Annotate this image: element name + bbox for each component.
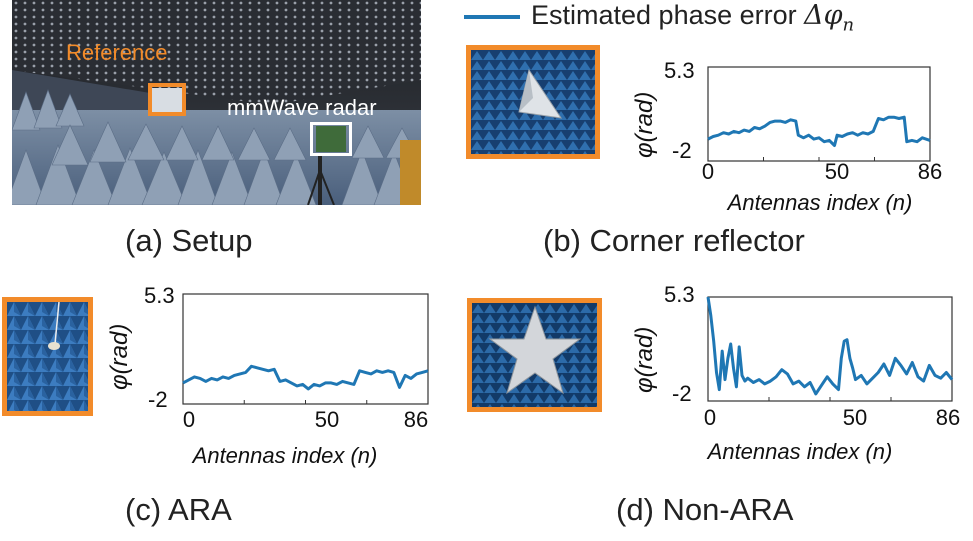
- plot-c-xtick-0: 0: [183, 407, 195, 432]
- plot-d-ylabel-symbol: φ: [631, 377, 658, 393]
- legend-symbol: Δφ: [804, 0, 843, 31]
- legend-subscript: n: [842, 14, 855, 36]
- svg-text:φ(rad): φ(rad): [631, 92, 658, 158]
- radar-box: [310, 122, 352, 156]
- plot-d-line: [706, 296, 954, 401]
- caption-a: (a) Setup: [125, 223, 253, 258]
- ara-image: [7, 302, 88, 411]
- corner-reflector-image: [471, 50, 595, 154]
- plot-c-ylabel-unit: (rad): [106, 324, 133, 375]
- plot-b-ylabel-unit: (rad): [631, 92, 658, 143]
- plot-d-xtick-0: 0: [704, 405, 716, 430]
- plot-c-ytick-bottom: -2: [148, 387, 168, 412]
- ara-photo: [2, 297, 93, 416]
- non-ara-photo: [467, 298, 602, 412]
- plot-corner-reflector: 5.3 -2 0 50 86 φ(rad) Antennas index (n): [631, 58, 942, 215]
- plot-b-xtick-86: 86: [918, 159, 942, 184]
- corner-reflector-photo: [466, 45, 600, 159]
- plot-c-xlabel: Antennas index (n): [191, 443, 378, 468]
- plot-c-ylabel: φ(rad): [106, 324, 133, 390]
- plot-c-line: [182, 364, 429, 404]
- legend-line-swatch: [464, 15, 520, 19]
- plot-d-xlabel: Antennas index (n): [706, 439, 893, 464]
- plot-c-ylabel-symbol: φ: [106, 374, 133, 390]
- reference-label: Reference: [66, 40, 168, 65]
- plot-non-ara: 5.3 -2 0 50 86 φ(rad) Antennas index (n): [631, 282, 960, 464]
- plot-b-ylabel-symbol: φ: [631, 142, 658, 158]
- plot-d-ylabel: φ(rad): [631, 327, 658, 393]
- plot-b-ylabel: φ(rad): [631, 92, 658, 158]
- phase-error-series-line: [707, 115, 931, 147]
- plot-d-xtick-86: 86: [936, 405, 960, 430]
- plot-d-ytick-bottom: -2: [672, 381, 692, 406]
- legend-label-text: Estimated phase error: [531, 0, 797, 30]
- svg-text:φ(rad): φ(rad): [631, 327, 658, 393]
- plot-d-axes-frame: [707, 296, 953, 402]
- plot-d-ytick-top: 5.3: [664, 282, 695, 307]
- plot-b-ytick-bottom: -2: [672, 138, 692, 163]
- legend: Estimated phase error Δφn: [464, 0, 969, 35]
- caption-b: (b) Corner reflector: [543, 223, 805, 258]
- phase-error-series-line: [706, 296, 954, 396]
- radar-label: mmWave radar: [227, 95, 377, 120]
- plot-b-line: [707, 115, 931, 161]
- plot-c-xtick-50: 50: [315, 407, 339, 432]
- plot-ara: 5.3 -2 0 50 86 φ(rad) Antennas index (n): [106, 283, 429, 468]
- plot-b-xlabel: Antennas index (n): [726, 190, 913, 215]
- phase-error-series-line: [182, 364, 429, 391]
- caption-c: (c) ARA: [125, 492, 232, 527]
- plot-c-xtick-86: 86: [404, 407, 428, 432]
- caption-d: (d) Non-ARA: [616, 492, 794, 527]
- plot-d-ylabel-unit: (rad): [631, 327, 658, 378]
- plot-b-axes-frame: [707, 66, 931, 162]
- plot-d-xtick-50: 50: [843, 405, 867, 430]
- plot-b-xtick-50: 50: [825, 159, 849, 184]
- setup-photo: Reference mmWave radar: [12, 0, 421, 205]
- plot-c-ytick-top: 5.3: [144, 283, 175, 308]
- plot-b-xtick-0: 0: [702, 159, 714, 184]
- legend-label: Estimated phase error Δφn: [531, 0, 854, 35]
- plot-b-ytick-top: 5.3: [664, 58, 695, 83]
- reference-box: [148, 83, 186, 116]
- non-ara-image: [472, 303, 597, 407]
- setup-photo-image: [12, 0, 421, 205]
- svg-text:φ(rad): φ(rad): [106, 324, 133, 390]
